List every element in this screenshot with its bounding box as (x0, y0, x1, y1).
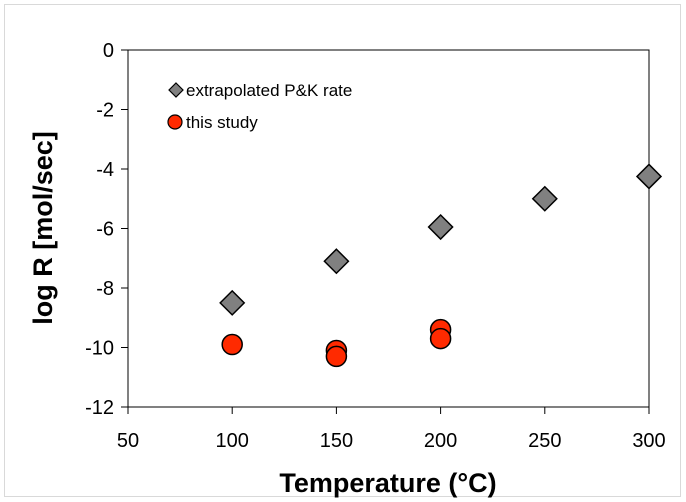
x-tick-label: 150 (320, 430, 353, 452)
y-axis-title: log R [mol/sec] (28, 131, 58, 325)
x-tick-label: 250 (528, 430, 561, 452)
circle-data-point (325, 345, 348, 368)
y-tick-label: -4 (96, 159, 114, 181)
y-tick-label: -2 (96, 100, 114, 122)
diamond-data-point (531, 185, 558, 212)
legend: extrapolated P&K rate this study (167, 81, 352, 132)
x-axis-ticks: 50 100 150 200 250 300 (117, 407, 666, 452)
legend-label-this-study: this study (186, 113, 258, 132)
diamond-data-point (323, 248, 350, 275)
x-tick-label: 300 (632, 430, 665, 452)
y-tick-label: -6 (96, 219, 114, 241)
y-tick-label: -12 (85, 397, 114, 419)
x-tick-label: 200 (424, 430, 457, 452)
diamond-data-point (635, 163, 663, 190)
legend-circle-marker (167, 114, 183, 130)
y-tick-label: -8 (96, 278, 114, 300)
circle-data-point (221, 333, 243, 356)
y-tick-label: -10 (85, 338, 114, 360)
legend-label-pk-rate: extrapolated P&K rate (186, 81, 352, 100)
y-axis-ticks: 0 -2 -4 -6 -8 -10 -12 (85, 40, 128, 419)
x-tick-label: 50 (117, 430, 139, 452)
diamond-data-point (219, 289, 246, 316)
x-axis-title: Temperature (°C) (279, 468, 496, 498)
x-tick-label: 100 (216, 430, 249, 452)
legend-diamond-marker (168, 82, 184, 98)
plot-area (127, 49, 650, 408)
data-points (219, 163, 663, 368)
y-tick-label: 0 (103, 40, 114, 62)
circle-data-point (429, 327, 452, 350)
diamond-data-point (427, 213, 454, 241)
